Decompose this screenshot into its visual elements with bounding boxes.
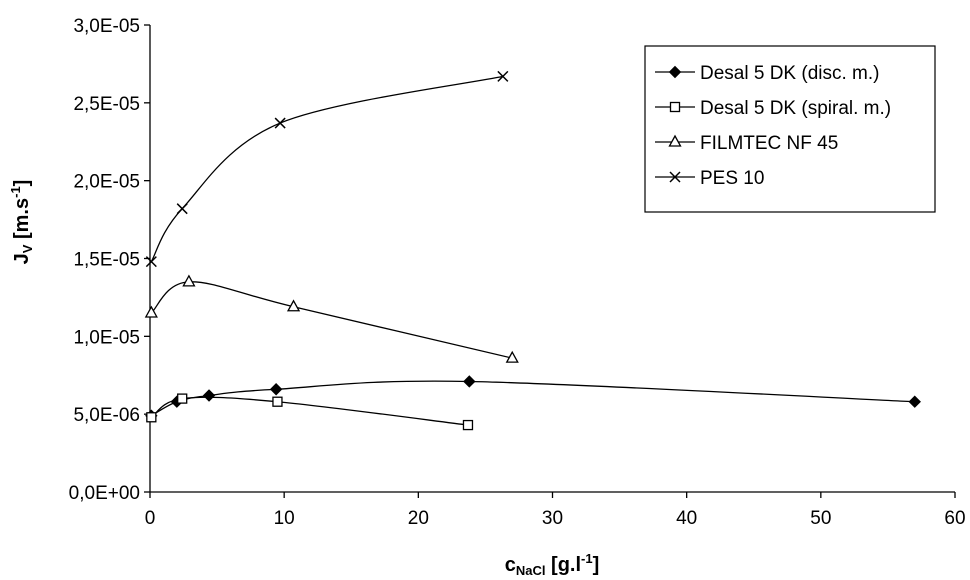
series-layer bbox=[144, 70, 921, 431]
series-4 bbox=[145, 70, 509, 268]
legend-marker bbox=[668, 65, 682, 79]
x-tick-label: 30 bbox=[542, 508, 563, 529]
legend-marker bbox=[669, 101, 681, 113]
y-tick-label: 1,5E-05 bbox=[73, 250, 140, 271]
axes: 0,0E+00 5,0E-06 1,0E-05 1,5E-05 2,0E-05 2,5E-… bbox=[69, 16, 966, 529]
data-point bbox=[505, 350, 519, 363]
y-tick-label: 5,0E-06 bbox=[73, 405, 140, 426]
series-line bbox=[150, 396, 469, 426]
legend-label: PES 10 bbox=[700, 168, 764, 189]
y-axis-title: JV [m.s-1] bbox=[8, 180, 35, 265]
series-line bbox=[150, 75, 503, 262]
y-tick-label: 1,0E-05 bbox=[73, 327, 140, 348]
data-point bbox=[908, 395, 921, 408]
data-point bbox=[272, 396, 283, 407]
data-point bbox=[462, 419, 474, 431]
legend-marker bbox=[668, 134, 682, 147]
data-point bbox=[176, 203, 188, 215]
data-point bbox=[202, 389, 216, 402]
x-tick-label: 50 bbox=[810, 508, 831, 529]
data-point bbox=[182, 274, 196, 287]
legend-label: FILMTEC NF 45 bbox=[700, 133, 838, 154]
legend-box bbox=[644, 45, 936, 213]
data-point bbox=[286, 299, 301, 312]
series-3 bbox=[144, 274, 519, 363]
y-tick-label: 2,5E-05 bbox=[73, 94, 140, 115]
data-point bbox=[146, 412, 157, 423]
x-tick-label: 0 bbox=[145, 508, 156, 529]
x-tick-label: 10 bbox=[274, 508, 295, 529]
legend-label: Desal 5 DK (disc. m.) bbox=[700, 63, 879, 84]
series-line bbox=[151, 380, 915, 417]
data-point bbox=[177, 393, 188, 404]
legend-label: Desal 5 DK (spiral. m.) bbox=[700, 98, 891, 119]
series-1 bbox=[145, 375, 921, 422]
y-tick-label: 2,0E-05 bbox=[73, 172, 140, 193]
series-2 bbox=[146, 393, 474, 431]
data-point bbox=[145, 256, 157, 268]
data-point bbox=[269, 383, 283, 396]
x-tick-label: 20 bbox=[408, 508, 429, 529]
legend: Desal 5 DK (disc. m.) Desal 5 DK (spiral.… bbox=[644, 45, 936, 213]
data-point bbox=[497, 70, 509, 82]
series-line bbox=[150, 281, 513, 359]
data-point bbox=[463, 375, 476, 388]
x-axis-title: cNaCl [g.l-1] bbox=[505, 551, 600, 578]
y-tick-label: 0,0E+00 bbox=[69, 483, 140, 504]
y-tick-label: 3,0E-05 bbox=[73, 16, 140, 37]
data-point bbox=[274, 117, 286, 129]
legend-marker bbox=[669, 171, 681, 183]
data-point bbox=[144, 305, 158, 318]
x-tick-label: 60 bbox=[944, 508, 965, 529]
x-tick-label: 40 bbox=[676, 508, 697, 529]
